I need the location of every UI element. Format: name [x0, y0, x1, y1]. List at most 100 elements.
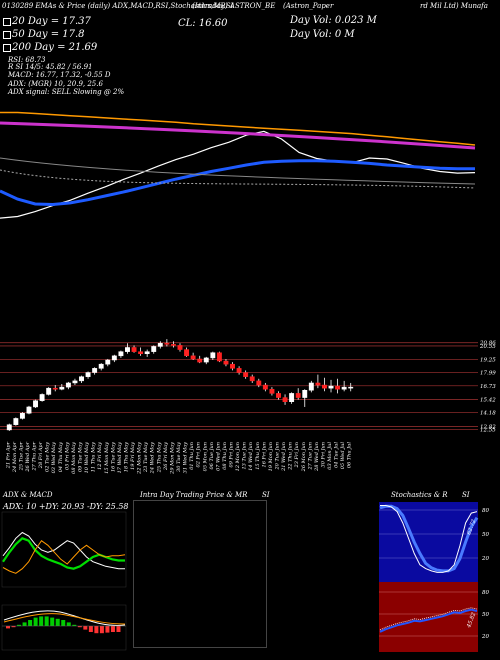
rsi-line: [379, 608, 478, 633]
macd-bar-0: [6, 626, 10, 629]
price-x-tick-2: 25 Tue Apr: [18, 441, 24, 471]
candle-body-52: [348, 386, 354, 389]
price-y-tick-7: 12.82: [480, 425, 496, 431]
legend-swatch-200: [3, 44, 11, 52]
macd-bar-7: [44, 616, 49, 626]
macd-bar-8: [50, 617, 55, 626]
candle-body-5: [39, 394, 45, 401]
intraday-panel-suffix: SI: [262, 491, 270, 499]
macd-bar-10: [61, 620, 66, 626]
price-x-tick-35: 12 Mon Jun: [235, 442, 241, 471]
candle-body-13: [92, 368, 98, 373]
price-y-tick-4: 16.73: [480, 384, 496, 390]
candle-body-27: [184, 349, 190, 357]
candle-body-48: [322, 384, 327, 389]
macd-bar-13: [77, 626, 82, 628]
price-x-tick-32: 07 Wed Jun: [215, 442, 221, 471]
candle-body-10: [72, 380, 78, 384]
macd-bar-17: [99, 626, 104, 634]
price-x-tick-29: 02 Fri Jun: [196, 442, 202, 467]
stoch-y-tick-0: 80: [482, 508, 489, 514]
price-x-tick-50: 04 Tue Jul: [334, 442, 340, 468]
stoch-y-tick-1: 50: [482, 532, 489, 538]
candle-body-44: [295, 393, 301, 398]
price-x-tick-40: 19 Mon Jun: [268, 442, 274, 471]
macd-bar-5: [33, 617, 38, 626]
candle-body-6: [46, 387, 52, 395]
stoch-d-line: [379, 504, 479, 573]
macd-bar-6: [39, 616, 44, 626]
candle-body-46: [308, 382, 314, 391]
legend-20-day: 20 Day = 17.37: [12, 16, 91, 27]
price-x-tick-0: 21 Fri Apr: [5, 441, 11, 469]
header-title-right-b: rd Mil Ltd) Munafa: [420, 2, 488, 10]
stoch-panel-bg: [379, 502, 478, 582]
candle-body-24: [164, 343, 170, 345]
legend-200-day: 200 Day = 21.69: [12, 42, 98, 53]
price-x-tick-13: 11 Thu May: [91, 442, 97, 472]
price-x-tick-8: 04 Thu May: [58, 442, 64, 472]
price-x-tick-47: 28 Wed Jun: [314, 442, 320, 472]
macd-signal-line: [3, 613, 126, 625]
price-x-tick-16: 16 Tue May: [110, 442, 116, 472]
candle-body-35: [236, 368, 242, 373]
price-x-tick-11: 09 Tue May: [78, 442, 84, 472]
macd-value: MACD: 16.77, 17.32, -0.55 D: [8, 71, 111, 79]
price-x-tick-3: 26 Wed Apr: [25, 441, 31, 472]
macd-panel-frame: [1, 604, 127, 651]
macd-bar-1: [11, 626, 16, 628]
price-x-tick-52: 06 Thu Jul: [347, 442, 353, 469]
candle-body-25: [170, 344, 176, 346]
price-x-tick-7: 03 Wed May: [51, 442, 57, 474]
intraday-panel-title: Intra Day Trading Price & MR: [140, 491, 248, 499]
price-x-tick-19: 19 Fri May: [130, 442, 136, 470]
candle-body-43: [289, 393, 295, 402]
price-y-tick-5: 15.42: [480, 397, 496, 403]
price-x-tick-14: 12 Fri May: [97, 442, 103, 470]
price-x-tick-48: 30 Fri Jun: [320, 442, 326, 467]
price-x-tick-37: 14 Wed Jun: [248, 442, 254, 471]
price-x-tick-42: 21 Wed Jun: [281, 442, 287, 472]
candle-body-28: [190, 355, 196, 360]
price-x-tick-1: 24 Mon Apr: [12, 441, 18, 473]
candle-body-1: [13, 418, 19, 425]
rsi-dotted-line: [379, 607, 478, 631]
price-x-tick-30: 05 Mon Jun: [202, 442, 208, 471]
ema-line-0: [0, 130, 476, 219]
macd-bar-9: [55, 618, 60, 626]
price-x-tick-39: 16 Fri Jun: [261, 442, 267, 467]
adx-panel-frame: [1, 511, 127, 588]
price-x-tick-43: 22 Thu Jun: [288, 442, 294, 471]
day-volume: Day Vol: 0.023 M: [290, 15, 377, 26]
price-x-tick-20: 22 Mon May: [137, 442, 143, 475]
ema-line-1: [0, 159, 475, 207]
macd-bar-14: [83, 626, 88, 630]
candle-body-47: [315, 382, 321, 386]
macd-bar-18: [105, 626, 110, 633]
price-x-tick-10: 08 Mon May: [71, 442, 77, 474]
close-price: CL: 16.60: [178, 18, 228, 29]
header-title-left: 0130289 EMAs & Price (daily) ADX,MACD,RS…: [2, 2, 234, 10]
stoch-value-label: 62.72: [466, 518, 477, 535]
macd-bar-12: [72, 624, 77, 626]
price-x-tick-38: 15 Thu Jun: [255, 442, 261, 470]
macd-bar-11: [66, 622, 71, 626]
price-y-tick-1: 20.55: [479, 344, 496, 350]
macd-bar-4: [28, 620, 33, 626]
legend-swatch-20: [3, 18, 11, 26]
price-y-tick-6: 14.18: [480, 410, 496, 416]
price-x-tick-46: 27 Tue Jun: [307, 442, 313, 471]
price-x-tick-12: 10 Wed May: [84, 442, 90, 474]
price-x-tick-28: 01 Thu Jun: [189, 442, 195, 470]
macd-bar-16: [94, 626, 99, 634]
adx-line-2: [2, 539, 126, 574]
ema-line-2: [0, 111, 476, 146]
candle-body-7: [52, 387, 58, 390]
header-title-mid: (Intraday) ASTRON_BE: [192, 2, 276, 10]
stoch-k-line: [380, 505, 478, 573]
candle-body-30: [203, 357, 209, 363]
price-x-tick-15: 15 Mon May: [104, 442, 110, 474]
price-x-tick-17: 17 Wed May: [117, 442, 123, 474]
macd-bar-20: [116, 626, 121, 632]
